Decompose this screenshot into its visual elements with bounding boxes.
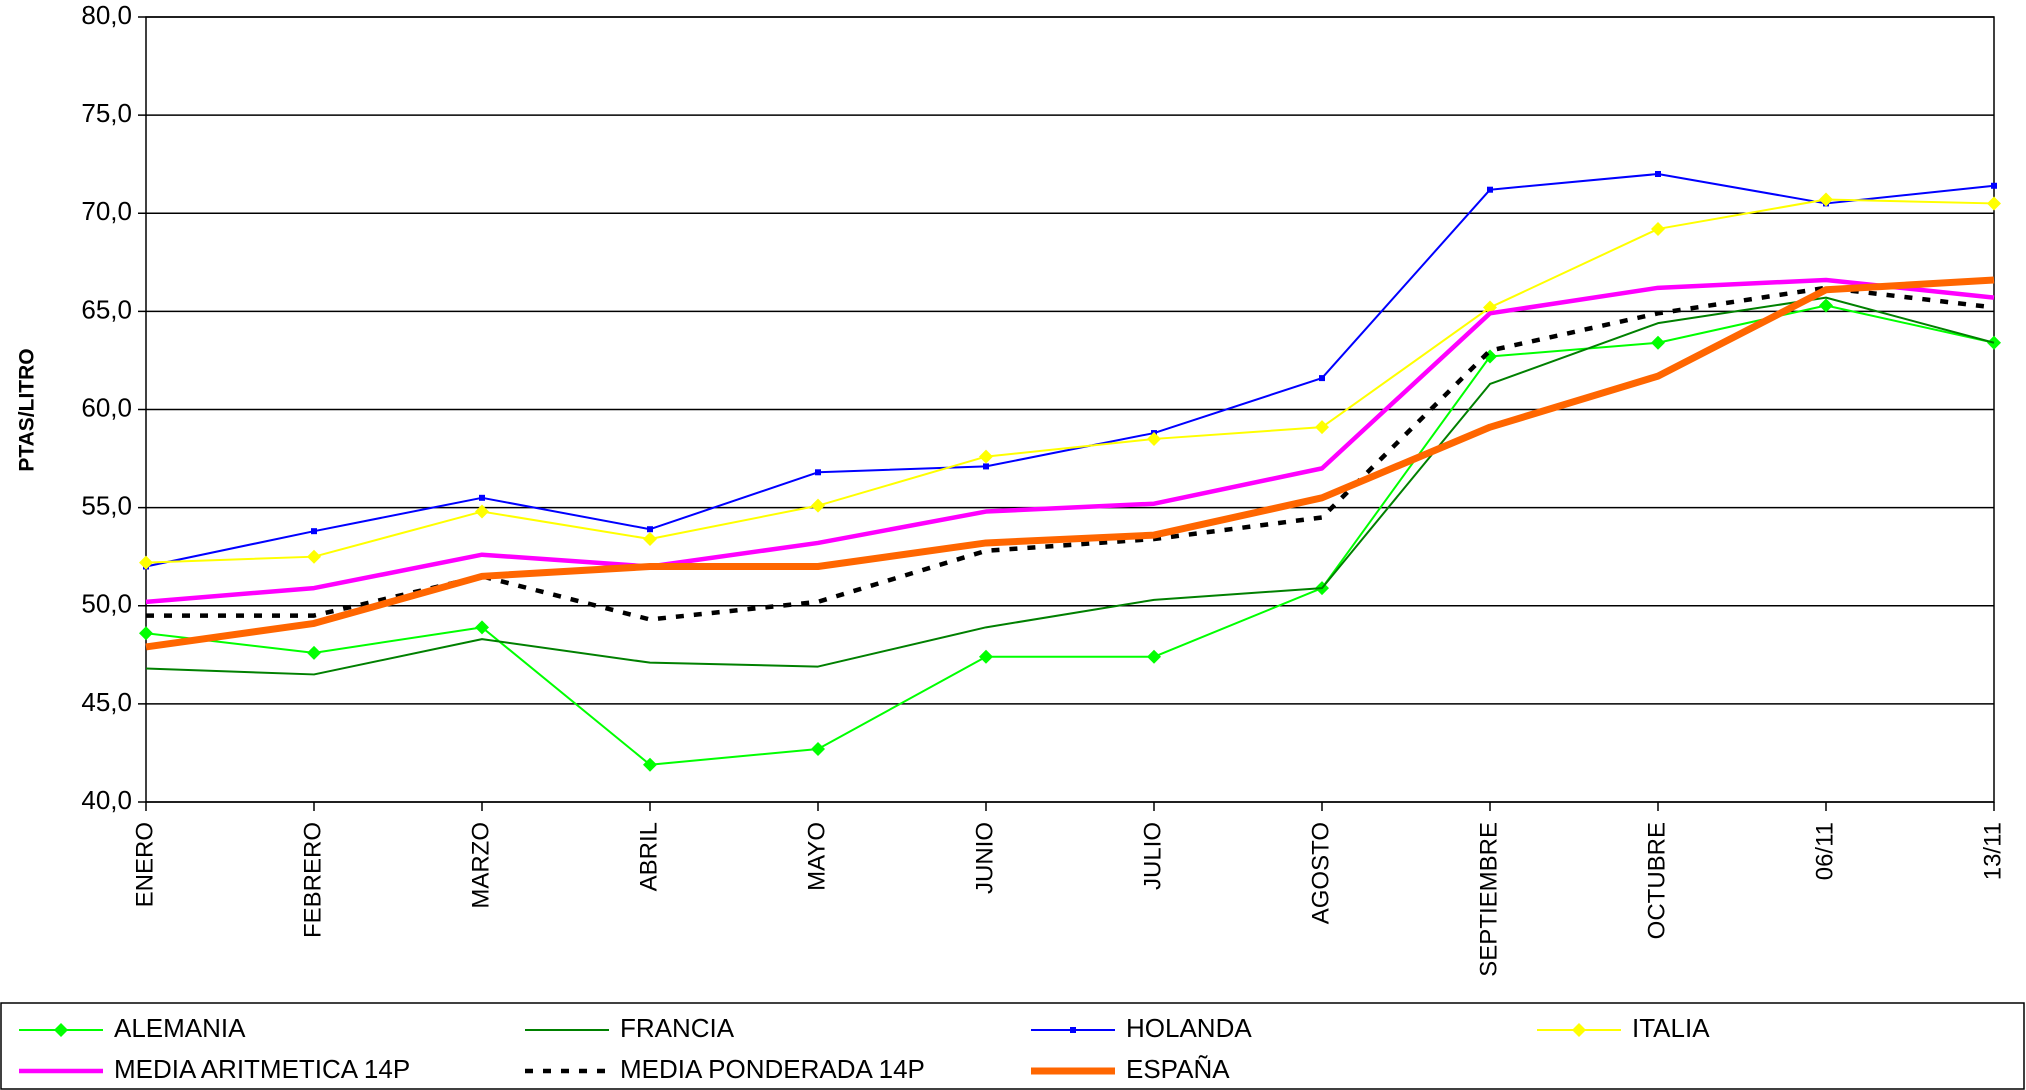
x-tick-label: SEPTIEMBRE <box>1475 822 1502 977</box>
y-tick-label: 50,0 <box>81 589 132 619</box>
legend-label: MEDIA PONDERADA 14P <box>620 1054 925 1084</box>
series-line <box>145 276 1995 651</box>
x-tick-label: FEBRERO <box>299 822 326 938</box>
point-marker <box>1319 375 1325 382</box>
point-marker <box>1147 649 1161 664</box>
point-marker <box>139 555 153 570</box>
x-tick-label: OCTUBRE <box>1643 822 1670 939</box>
legend-marker <box>1070 1027 1076 1033</box>
series-line <box>145 173 1995 568</box>
point-marker <box>647 526 653 533</box>
legend-label: FRANCIA <box>620 1013 735 1043</box>
y-tick-label: 60,0 <box>81 392 132 422</box>
series-line <box>146 285 1995 622</box>
point-marker <box>1987 196 2001 211</box>
y-tick-label: 55,0 <box>81 491 132 521</box>
point-marker <box>1819 192 1833 207</box>
point-marker <box>1487 186 1493 193</box>
point-marker <box>643 757 657 772</box>
point-marker <box>979 649 993 664</box>
point-marker <box>307 549 321 564</box>
x-tick-label: ABRIL <box>635 822 662 891</box>
legend-marker <box>1572 1023 1586 1037</box>
point-marker <box>1651 335 1665 350</box>
point-marker <box>1991 182 1997 189</box>
point-marker <box>811 742 825 757</box>
legend-label: MEDIA ARITMETICA 14P <box>114 1054 410 1084</box>
point-marker <box>643 532 657 547</box>
x-tick-label: JULIO <box>1139 822 1166 890</box>
point-marker <box>1315 420 1329 435</box>
x-tick-label: AGOSTO <box>1307 822 1334 924</box>
point-marker <box>1147 431 1161 446</box>
legend-label: ALEMANIA <box>114 1013 246 1043</box>
legend-box <box>0 1002 2025 1090</box>
series-line <box>145 304 1995 766</box>
x-tick-label: ENERO <box>131 822 158 907</box>
point-marker <box>1819 298 1833 313</box>
legend-label: HOLANDA <box>1126 1013 1252 1043</box>
y-tick-label: 45,0 <box>81 687 132 717</box>
x-tick-label: JUNIO <box>971 822 998 894</box>
y-tick-label: 40,0 <box>81 785 132 815</box>
point-marker <box>475 620 489 635</box>
point-marker <box>307 645 321 660</box>
point-marker <box>979 449 993 464</box>
y-axis-label: PTAS/LITRO <box>16 348 39 471</box>
legend-label: ESPAÑA <box>1126 1054 1230 1084</box>
point-marker <box>815 469 821 476</box>
plot-frame <box>145 16 1995 803</box>
x-tick-label: MAYO <box>803 822 830 891</box>
point-marker <box>1655 171 1661 177</box>
point-marker <box>811 498 825 513</box>
legend-marker <box>54 1023 68 1037</box>
x-tick-label: 06/11 <box>1811 822 1838 880</box>
series-line <box>145 277 1995 605</box>
point-marker <box>1651 221 1665 236</box>
y-tick-label: 80,0 <box>81 0 132 30</box>
series-line <box>145 296 1995 676</box>
y-tick-label: 65,0 <box>81 294 132 324</box>
point-marker <box>475 504 489 519</box>
y-tick-label: 70,0 <box>81 196 132 226</box>
legend-label: ITALIA <box>1632 1013 1710 1043</box>
point-marker <box>311 528 317 535</box>
series-line <box>145 198 1995 564</box>
point-marker <box>479 494 485 501</box>
y-tick-label: 75,0 <box>81 98 132 128</box>
point-marker <box>139 626 153 641</box>
point-marker <box>983 463 989 470</box>
x-tick-label: MARZO <box>467 822 494 909</box>
x-tick-label: 13/11 <box>1979 822 2006 880</box>
